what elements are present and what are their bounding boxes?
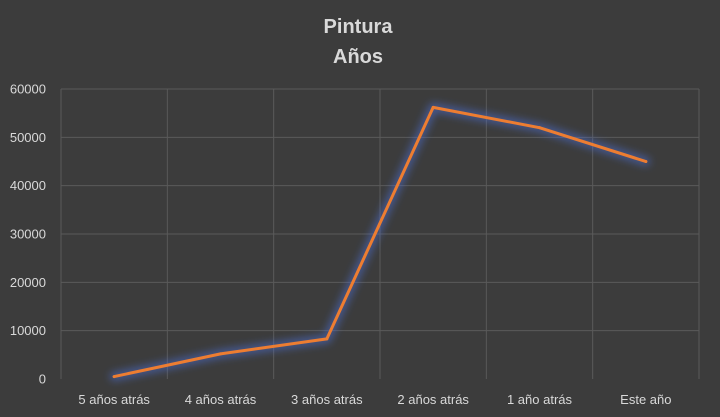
x-tick-label: 1 año atrás xyxy=(507,392,573,407)
y-tick-label: 10000 xyxy=(10,323,46,338)
chart-title: Pintura xyxy=(324,16,394,38)
data-point xyxy=(325,337,329,341)
y-tick-label: 30000 xyxy=(10,227,46,242)
data-point xyxy=(431,105,435,109)
series-group xyxy=(109,102,651,382)
x-tick-label: 5 años atrás xyxy=(78,392,150,407)
y-tick-label: 0 xyxy=(39,372,46,387)
y-tick-label: 20000 xyxy=(10,275,46,290)
y-tick-label: 60000 xyxy=(10,82,46,97)
data-point xyxy=(644,160,648,163)
data-point xyxy=(112,375,116,379)
data-point xyxy=(538,126,541,130)
x-axis: 5 años atrás 4 años atrás 3 años atrás 2 añ… xyxy=(78,392,671,407)
x-tick-label: Este año xyxy=(620,392,671,407)
y-tick-label: 40000 xyxy=(10,178,46,193)
series-line xyxy=(112,105,648,379)
y-axis: 0 10000 20000 30000 40000 50000 60000 xyxy=(10,82,46,387)
x-tick-label: 2 años atrás xyxy=(397,392,469,407)
y-tick-label: 50000 xyxy=(10,130,46,145)
x-tick-label: 4 años atrás xyxy=(185,392,257,407)
x-tick-label: 3 años atrás xyxy=(291,392,363,407)
gridlines xyxy=(60,88,700,379)
data-point xyxy=(219,352,222,356)
chart-subtitle: Años xyxy=(333,46,383,68)
